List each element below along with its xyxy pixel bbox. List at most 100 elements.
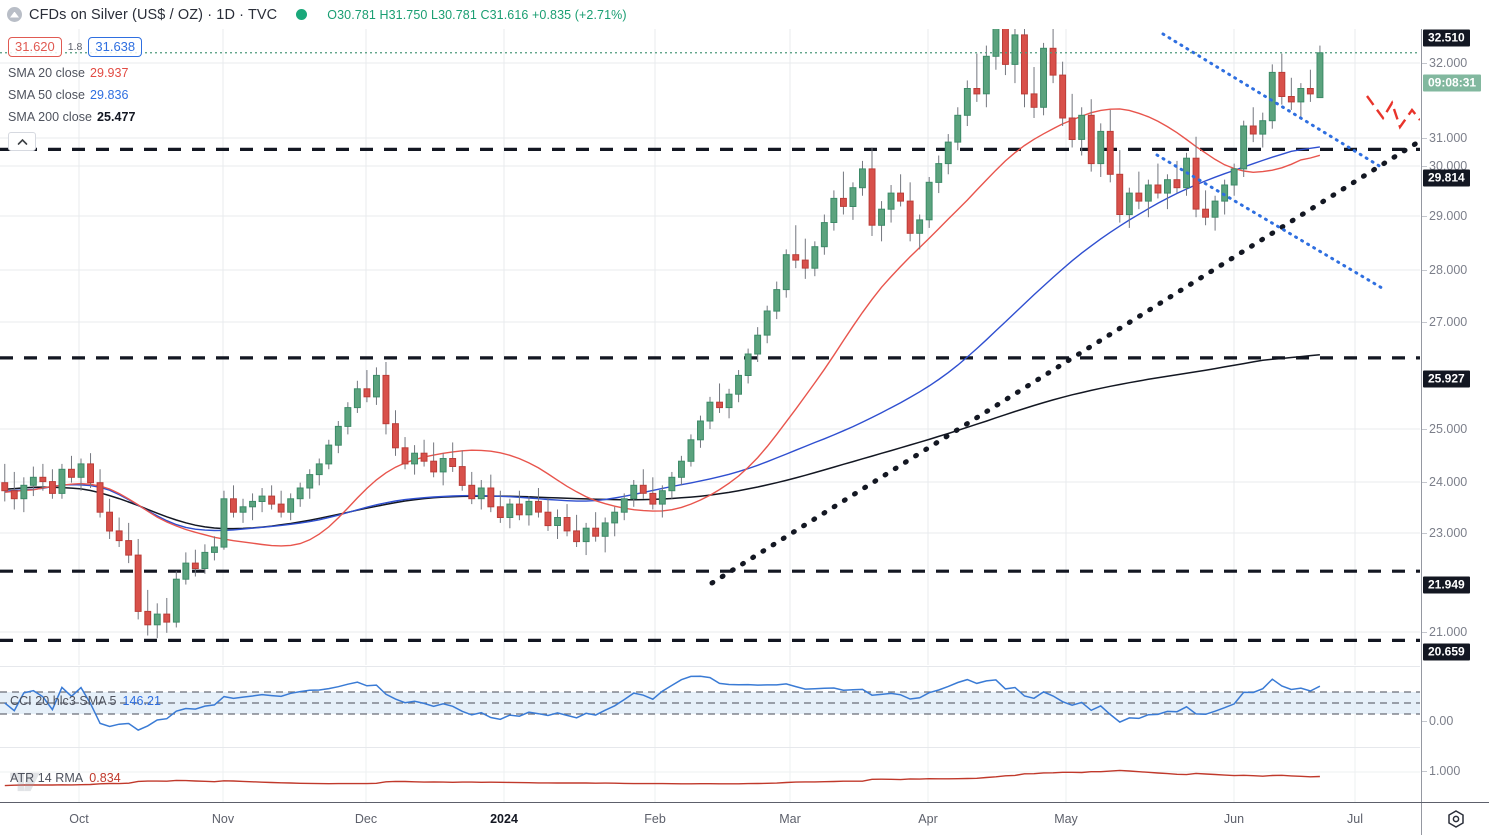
candle: [144, 610, 152, 626]
atr-indicator-title[interactable]: ATR 14 RMA 0.834: [10, 771, 121, 785]
horizontal-level-lines[interactable]: [0, 3, 1420, 642]
candle: [1173, 179, 1181, 189]
candle: [487, 487, 495, 508]
time-axis-label: 2024: [490, 812, 518, 826]
candle: [411, 452, 419, 465]
candle: [1106, 130, 1114, 175]
candle: [1, 482, 9, 492]
cci-indicator-title[interactable]: CCI 20 hlc3 SMA 5 146.21: [10, 694, 161, 708]
spread-value: 1.8: [67, 41, 83, 53]
candle: [811, 246, 819, 269]
legend-sma200[interactable]: SMA 200 close 25.477: [8, 110, 142, 124]
price-axis-label: 27.000: [1429, 315, 1468, 329]
legend-collapse-button[interactable]: [8, 132, 36, 151]
bid-price-box[interactable]: 31.620: [8, 37, 62, 57]
price-tick: [1422, 166, 1427, 167]
ask-price-box[interactable]: 31.638: [88, 37, 143, 57]
candle: [525, 500, 533, 516]
candle: [849, 187, 857, 207]
legend-sma50[interactable]: SMA 50 close 29.836: [8, 88, 142, 102]
candle: [68, 468, 75, 478]
candle: [706, 401, 714, 422]
price-level-badge[interactable]: 21.949: [1423, 576, 1470, 594]
price-tick: [1422, 771, 1427, 772]
price-level-badge[interactable]: 20.659: [1423, 643, 1470, 661]
candle: [1278, 71, 1286, 98]
price-tick: [1422, 429, 1427, 430]
page-title[interactable]: CFDs on Silver (US$ / OZ) · 1D · TVC: [29, 6, 278, 23]
chart-drawings[interactable]: [0, 32, 1420, 586]
candle: [782, 254, 790, 291]
grid: [0, 0, 1420, 665]
candle: [563, 517, 571, 532]
candle: [363, 388, 371, 398]
price-tick: [1422, 138, 1427, 139]
candle: [1297, 88, 1305, 103]
time-axis-label: Dec: [354, 812, 378, 826]
time-axis-label: Mar: [779, 812, 801, 826]
price-level-badge[interactable]: 25.927: [1423, 370, 1470, 388]
cci-value: 146.21: [122, 694, 161, 708]
price-axis-label: 24.000: [1429, 475, 1468, 489]
candle: [897, 192, 904, 202]
candle: [1259, 120, 1267, 135]
candle: [20, 484, 28, 500]
candle: [1306, 88, 1314, 95]
candle: [392, 423, 399, 449]
candle: [201, 551, 209, 570]
price-axis-label: 31.000: [1429, 131, 1468, 145]
candle: [258, 495, 266, 503]
candle: [611, 511, 619, 524]
time-axis-label: Feb: [644, 812, 666, 826]
candle: [506, 503, 514, 519]
candle: [211, 546, 218, 553]
candle: [1068, 117, 1076, 140]
price-axis-label: 28.000: [1429, 263, 1468, 277]
candle: [763, 310, 771, 336]
candle: [658, 490, 666, 505]
candle: [868, 168, 876, 226]
price-axis-label: 29.000: [1429, 209, 1468, 223]
candle: [1125, 192, 1133, 216]
candle: [601, 522, 609, 537]
candle: [1287, 96, 1295, 103]
candle: [1316, 52, 1324, 99]
atr-pane[interactable]: [0, 747, 1420, 803]
projection-zigzag: [1366, 95, 1420, 130]
candle: [630, 484, 638, 500]
candle: [792, 254, 800, 261]
chart-settings-icon[interactable]: [1444, 807, 1468, 831]
quote-row: 31.620 1.8 31.638: [8, 36, 143, 58]
legend-sma20[interactable]: SMA 20 close 29.937: [8, 66, 142, 80]
legend-sma200-label: SMA 200 close: [8, 110, 93, 124]
price-level-badge[interactable]: 29.814: [1423, 169, 1470, 187]
candlestick-series[interactable]: [1, 2, 1324, 639]
countdown-badge[interactable]: 09:08:31: [1423, 74, 1482, 92]
time-scale[interactable]: Oct Nov Dec 2024 Feb Mar Apr May Jun Jul: [0, 802, 1489, 835]
candle: [573, 530, 580, 543]
price-level-badge[interactable]: 32.510: [1423, 29, 1470, 47]
candle: [544, 511, 552, 527]
candle: [639, 484, 647, 494]
candle: [49, 481, 56, 494]
candle: [554, 517, 561, 526]
channel-lower-line: [1155, 153, 1384, 290]
candle: [477, 487, 485, 500]
cci-pane[interactable]: [0, 666, 1420, 747]
candle: [1049, 47, 1057, 76]
atr-line: [4, 769, 1320, 787]
cci-line: [4, 675, 1321, 731]
candle: [840, 197, 847, 207]
candle: [678, 460, 685, 478]
chart-legend: 31.620 1.8 31.638 SMA 20 close 29.937 SMA…: [8, 36, 143, 151]
price-tick: [1422, 63, 1427, 64]
price-pane[interactable]: [0, 0, 1420, 665]
candle: [468, 484, 476, 500]
price-axis-label: 32.000: [1429, 56, 1468, 70]
price-tick: [1422, 270, 1427, 271]
price-scale[interactable]: USD 32.00031.00030.00029.00028.00027.000…: [1421, 0, 1489, 802]
candle: [725, 393, 733, 409]
candle: [496, 506, 504, 518]
candle: [515, 503, 523, 516]
legend-sma20-label: SMA 20 close: [8, 66, 86, 80]
